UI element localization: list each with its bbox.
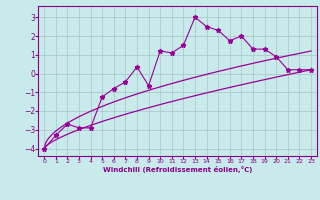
- X-axis label: Windchill (Refroidissement éolien,°C): Windchill (Refroidissement éolien,°C): [103, 166, 252, 173]
